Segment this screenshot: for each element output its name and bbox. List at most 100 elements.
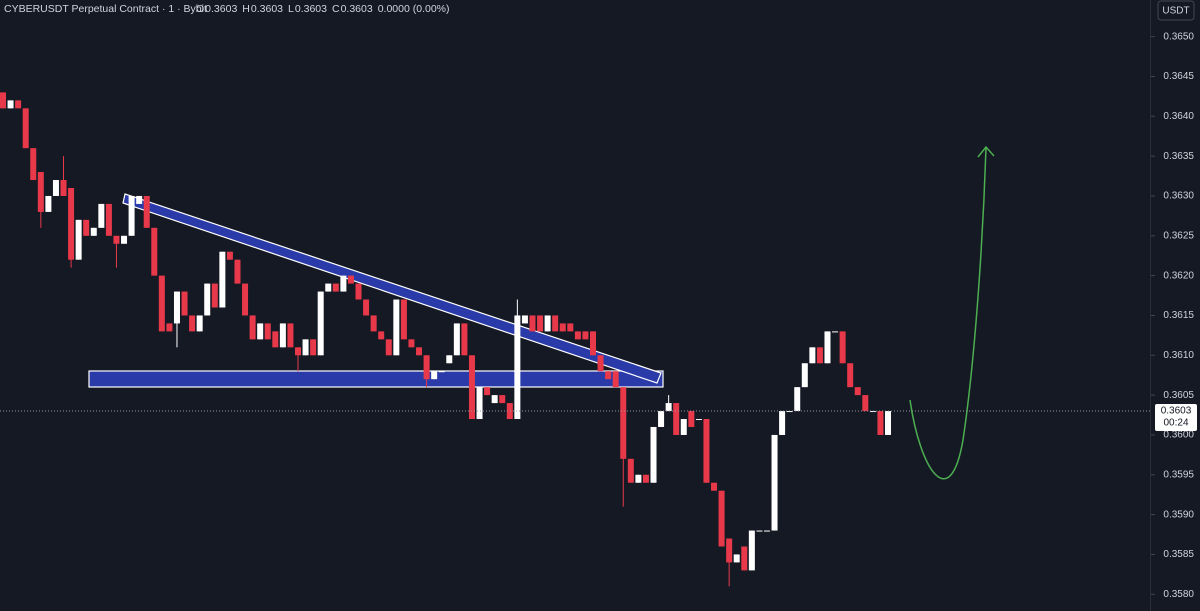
candle-body [627, 458, 634, 483]
candle-body [393, 299, 400, 356]
candle-body [597, 355, 604, 372]
candle-body [158, 275, 165, 332]
y-tick-label: 0.3610 [1163, 350, 1194, 361]
candle-body [514, 315, 521, 420]
candle-body [726, 538, 733, 563]
candle-body [52, 180, 59, 196]
candle-body [400, 299, 407, 340]
candle-body [143, 195, 150, 228]
candle-body [249, 315, 256, 340]
candle-body [590, 331, 596, 356]
y-tick-label: 0.3620 [1163, 270, 1194, 281]
candle-body [310, 339, 317, 356]
candle-body [211, 283, 218, 308]
y-tick-label: 0.3600 [1163, 430, 1194, 441]
candle-body [741, 546, 748, 571]
y-tick-label: 0.3650 [1163, 31, 1194, 42]
ohlc-legend: O 0.3603 H 0.3603 L 0.3603 C 0.3603 [196, 3, 373, 15]
candle-body [529, 315, 536, 332]
candle-body [347, 275, 354, 284]
candle-body [151, 227, 158, 276]
y-tick-label: 0.3580 [1163, 589, 1194, 600]
candle-body [559, 323, 566, 332]
candle-body [461, 323, 468, 356]
candle-body [552, 315, 559, 332]
candle-body [219, 251, 226, 308]
candle-body [37, 172, 44, 212]
candle-body [869, 411, 876, 413]
candle-body [226, 251, 233, 260]
candle-body [582, 331, 589, 340]
candle-body [68, 188, 75, 260]
candle-body [90, 227, 97, 236]
candle-body [703, 419, 710, 483]
candle-body [98, 203, 105, 228]
candle-body [476, 387, 483, 420]
ohlc-value: 0.3603 [341, 3, 373, 15]
candle-body [612, 371, 619, 388]
candle-body [484, 387, 491, 396]
candle-body [332, 283, 339, 292]
candle-body [832, 331, 839, 333]
candle-body [877, 411, 884, 435]
y-tick-label: 0.3595 [1163, 469, 1194, 480]
y-tick-label: 0.3635 [1163, 151, 1194, 162]
candle-body [688, 411, 695, 427]
candle-body [801, 363, 808, 388]
candle-body [574, 331, 581, 340]
candle-body [128, 195, 135, 236]
candle-body [234, 259, 241, 284]
candle-body [121, 235, 128, 244]
candle-body [794, 387, 801, 412]
candle-body [756, 530, 763, 532]
candle-body [15, 100, 22, 109]
candle-body [763, 530, 770, 532]
candle-body [370, 315, 377, 332]
candle-body [83, 219, 90, 236]
y-tick-label: 0.3615 [1163, 310, 1194, 321]
candle-body [363, 299, 370, 316]
candle-body [695, 419, 702, 421]
candle-body [718, 490, 725, 547]
candle-body [733, 554, 740, 563]
currency-button[interactable] [1157, 0, 1195, 21]
candle-body [809, 347, 816, 364]
ohlc-key: C [332, 3, 340, 15]
candle-body [816, 347, 823, 364]
candle-body [438, 371, 445, 373]
y-tick-label: 0.3640 [1163, 111, 1194, 122]
candle-body [355, 283, 362, 300]
candle-body [491, 395, 498, 404]
candle-body [642, 474, 649, 483]
candle-body [839, 331, 846, 364]
candle-body [279, 323, 286, 348]
y-tick-label: 0.3645 [1163, 71, 1194, 82]
candle-body [416, 347, 423, 356]
ohlc-value: 0.3603 [251, 3, 283, 15]
candle-body [378, 331, 385, 340]
ohlc-value: 0.3603 [295, 3, 327, 15]
candle-body [521, 315, 528, 324]
candle-body [136, 195, 143, 204]
candle-body [204, 283, 211, 316]
candle-body [7, 100, 14, 109]
y-tick-label: 0.3585 [1163, 549, 1194, 560]
candle-body [173, 291, 180, 324]
candle-body [824, 331, 831, 364]
candle-body [385, 339, 392, 356]
price-axis: 0.3650 0.3645 0.3640 0.3635 0.3630 0.3625 0.36… [1151, 31, 1197, 600]
candle-body [166, 323, 173, 332]
currency-label[interactable]: USDT [1162, 6, 1189, 17]
projection-arrow [909, 147, 987, 480]
candle-body [567, 323, 574, 332]
candle-body [408, 339, 415, 348]
candle-body [105, 203, 112, 236]
candle-body [862, 395, 869, 412]
countdown: 00:24 [1163, 418, 1188, 429]
candle-body [189, 315, 196, 332]
candle-body [60, 180, 67, 196]
candle-body [605, 371, 612, 380]
candle-body [635, 474, 642, 483]
